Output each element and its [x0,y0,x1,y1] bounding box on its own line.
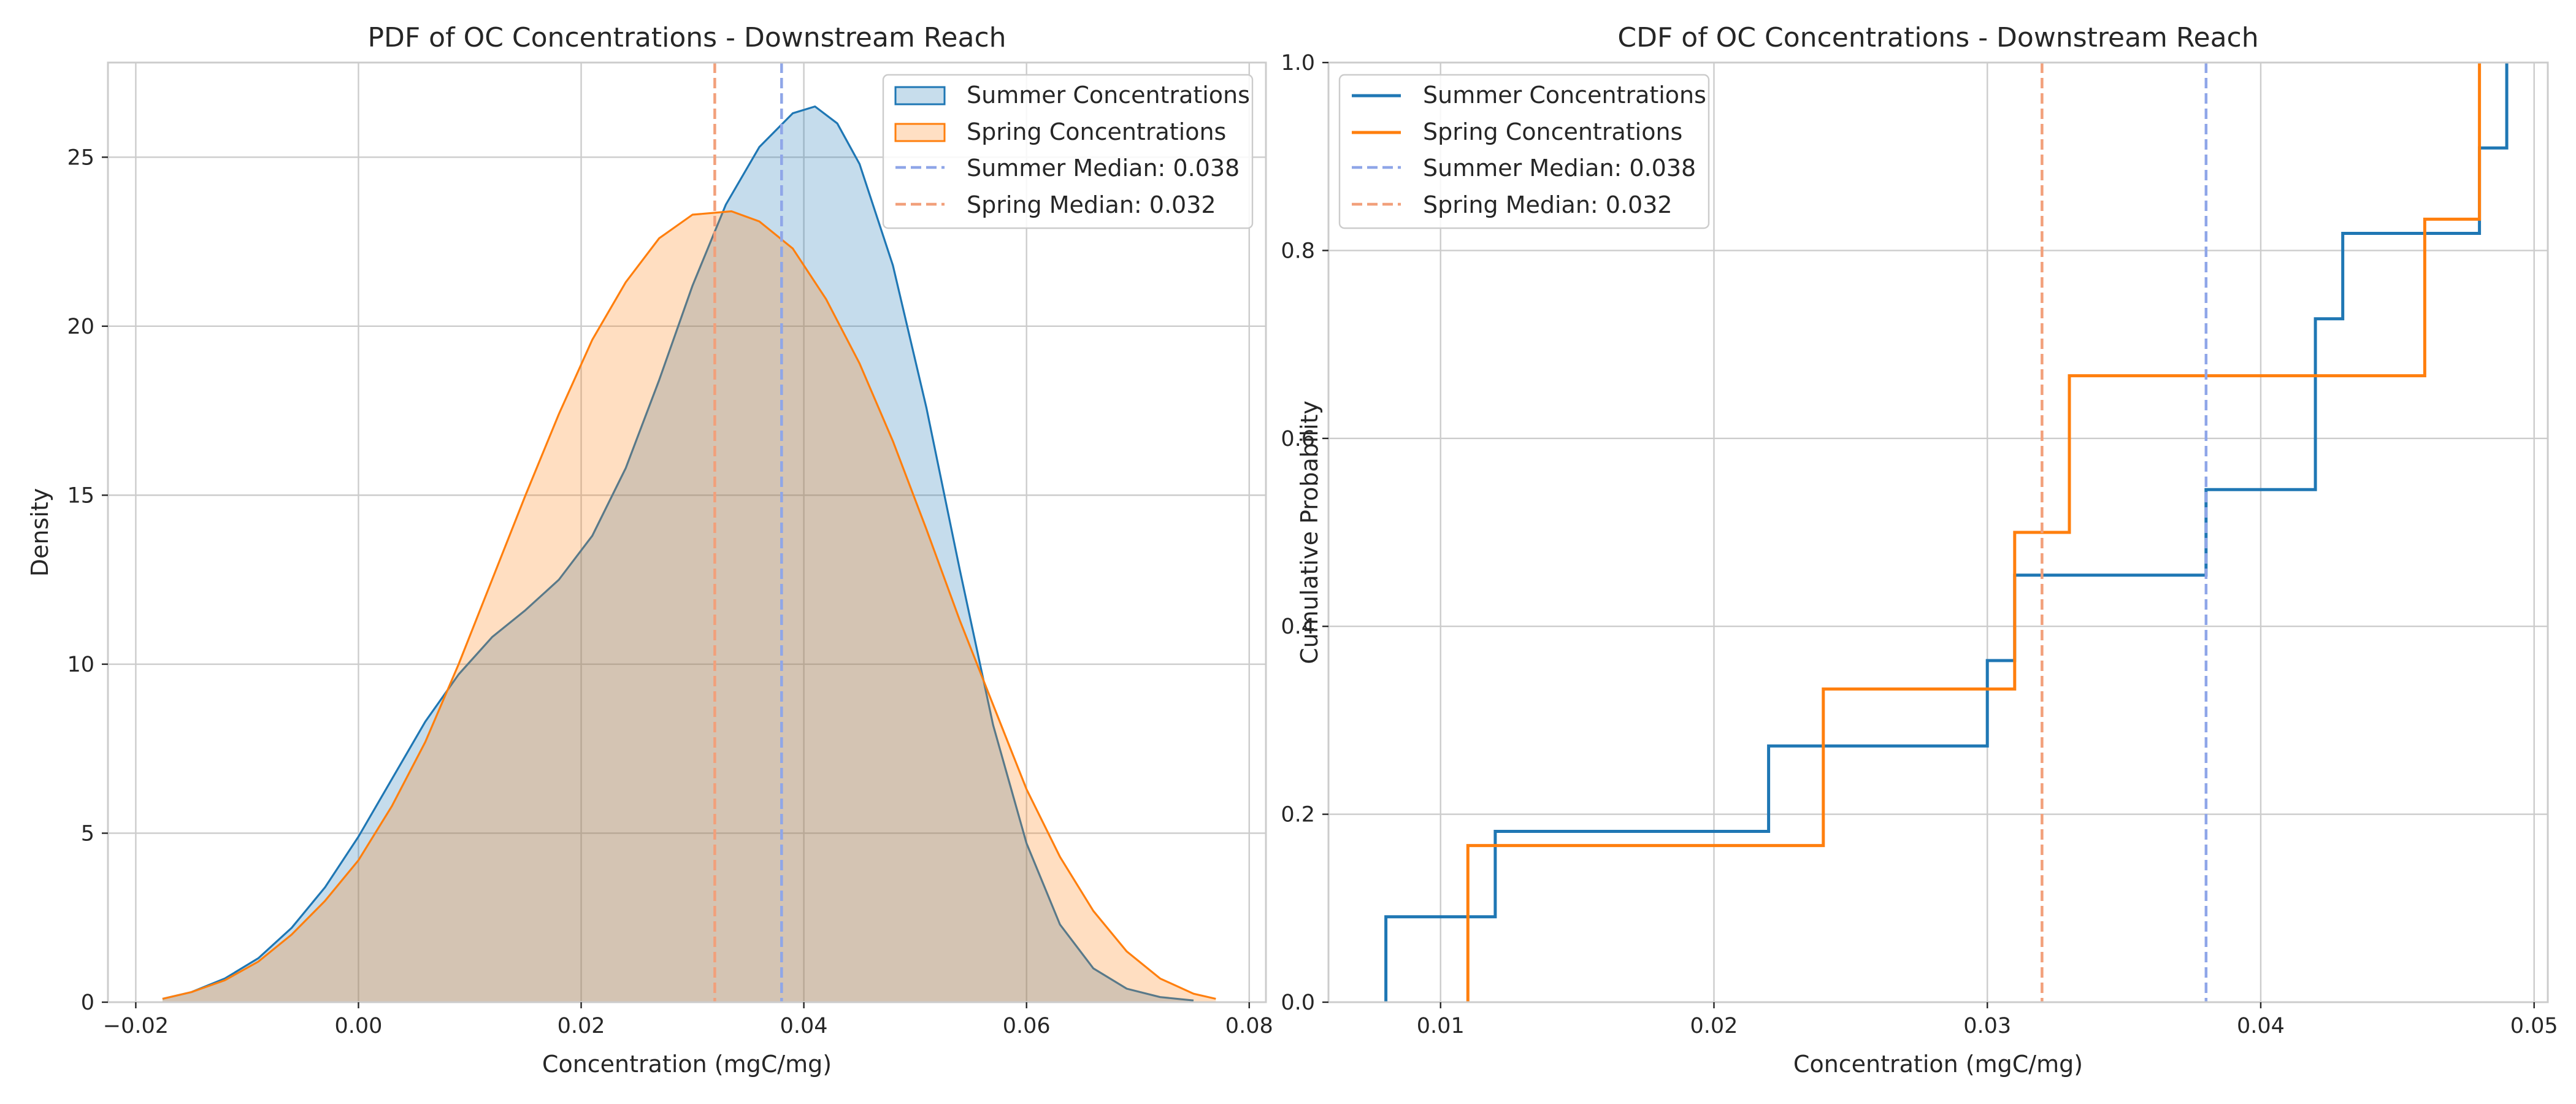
pdf-x-tick-label: 0.00 [334,1014,382,1038]
cdf-legend-label-summer: Summer Concentrations [1423,82,1706,109]
pdf-legend-label-summer: Summer Concentrations [967,82,1250,109]
pdf-summer-concentrations-curve [162,105,1194,1002]
cdf-x-tick-label: 0.02 [1690,1014,1738,1038]
pdf-marks [162,63,1216,1003]
pdf-title: PDF of OC Concentrations - Downstream Re… [367,22,1006,53]
cdf-y-tick-label: 1.0 [1281,51,1315,75]
pdf-gridlines [108,63,1266,1003]
pdf-legend-label-spring: Spring Concentrations [967,118,1226,145]
cdf-legend-box [1338,74,1710,229]
cdf-panel: 0.01 0.02 0.03 0.04 0.05 0.0 0.2 0.4 0.6 0.8 1.0 C… [1281,22,2558,1078]
pdf-y-tick-label: 5 [81,821,94,846]
pdf-y-tick-label: 0 [81,991,94,1015]
cdf-title: CDF of OC Concentrations - Downstream Re… [1617,22,2258,53]
pdf-x-tick-label: 0.06 [1003,1014,1051,1038]
cdf-y-tick-label: 0.6 [1281,427,1315,451]
pdf-spring-concentrations-curve [162,210,1216,1000]
cdf-x-axis-label: Concentration (mgC/mg) [1793,1051,2083,1078]
pdf-x-tick-label: −0.02 [103,1014,169,1038]
cdf-marks [1384,63,2509,1002]
cdf-gridlines [1328,61,2548,1003]
cdf-legend-label-spring: Spring Concentrations [1423,118,1682,145]
pdf-legend-box [882,74,1254,229]
cdf-y-tick-label: 0.8 [1281,239,1315,263]
pdf-plot-frame [107,61,1267,1003]
pdf-x-tick-label: 0.04 [780,1014,828,1038]
cdf-plot-frame [1327,61,2549,1003]
pdf-y-tick-label: 20 [67,315,94,339]
pdf-panel: −0.02 0.00 0.02 0.04 0.06 0.08 0 5 10 15 20 25 PDF … [26,22,1273,1078]
cdf-x-tick-label: 0.04 [2237,1014,2285,1038]
cdf-ticks: 0.01 0.02 0.03 0.04 0.05 0.0 0.2 0.4 0.6 0.8 1.0 [1281,51,2558,1038]
cdf-legend-label-summer-median: Summer Median: 0.038 [1423,155,1696,182]
cdf-y-axis-label: Cumulative Probability [1296,401,1323,664]
pdf-legend-label-spring-median: Spring Median: 0.032 [967,191,1216,218]
pdf-x-axis-label: Concentration (mgC/mg) [542,1051,832,1078]
pdf-legend-label-summer-median: Summer Median: 0.038 [967,155,1240,182]
pdf-y-tick-label: 10 [67,653,94,677]
pdf-x-tick-label: 0.08 [1225,1014,1273,1038]
pdf-x-tick-label: 0.02 [558,1014,605,1038]
cdf-x-tick-label: 0.01 [1417,1014,1465,1038]
cdf-y-tick-label: 0.0 [1281,991,1315,1015]
cdf-x-tick-label: 0.05 [2510,1014,2558,1038]
pdf-y-tick-label: 15 [67,483,94,508]
pdf-legend: Summer Concentrations Spring Concentrati… [882,74,1254,229]
pdf-summer-concentrations-area [163,106,1194,1003]
pdf-y-axis-label: Density [26,488,53,577]
cdf-legend: Summer Concentrations Spring Concentrati… [1338,74,1710,229]
cdf-legend-label-spring-median: Spring Median: 0.032 [1423,191,1673,218]
cdf-y-tick-label: 0.2 [1281,803,1315,827]
cdf-y-tick-label: 0.4 [1281,615,1315,639]
pdf-ticks: −0.02 0.00 0.02 0.04 0.06 0.08 0 5 10 15 20 25 [67,145,1273,1038]
cdf-summer-concentrations-step-line [1384,63,2509,1002]
pdf-y-tick-label: 25 [67,145,94,170]
pdf-legend-swatch-spring [894,123,946,142]
cdf-x-tick-label: 0.03 [1963,1014,2011,1038]
pdf-spring-concentrations-area [163,211,1216,1002]
pdf-legend-swatch-summer [894,86,946,105]
